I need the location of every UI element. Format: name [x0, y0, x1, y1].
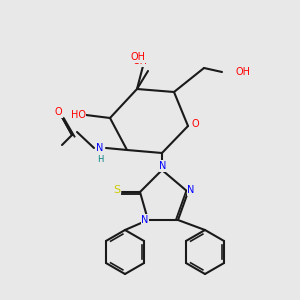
Text: H: H: [97, 155, 103, 164]
Text: N: N: [141, 215, 149, 225]
Text: OH: OH: [130, 52, 146, 62]
Text: N: N: [187, 185, 195, 195]
Text: S: S: [113, 185, 121, 195]
Text: O: O: [54, 107, 62, 117]
Text: OH: OH: [133, 56, 148, 66]
Text: HO: HO: [70, 110, 86, 120]
Text: OH: OH: [235, 67, 250, 77]
Text: N: N: [159, 161, 167, 171]
Text: O: O: [191, 119, 199, 129]
Text: N: N: [96, 143, 104, 153]
